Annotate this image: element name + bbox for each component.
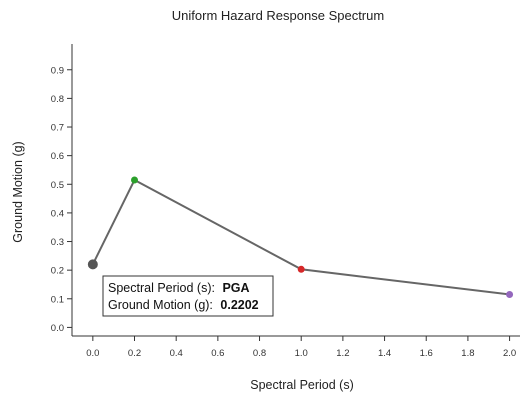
tooltip-box (102, 275, 274, 317)
y-tick-label: 0.0 (51, 323, 64, 334)
series-line (91, 178, 510, 296)
x-tick-label: 0.8 (253, 348, 266, 359)
x-tick-label: 1.0 (295, 348, 308, 359)
y-tick-label: 0.5 (51, 180, 64, 191)
x-tick-label: 1.8 (461, 348, 474, 359)
y-tick-label: 0.6 (51, 151, 64, 162)
y-tick-label: 0.8 (51, 94, 64, 105)
data-point[interactable] (131, 176, 139, 184)
y-tick-label: 0.9 (51, 65, 64, 76)
data-point[interactable] (87, 259, 98, 270)
data-point[interactable] (297, 265, 305, 273)
x-tick-label: 1.2 (336, 348, 349, 359)
chart-title: Uniform Hazard Response Spectrum (172, 8, 384, 23)
y-ticks: 0.0 0.1 0.2 0.3 0.4 0.5 0.6 0.7 0.8 0.9 (51, 65, 72, 334)
x-tick-label: 2.0 (503, 348, 516, 359)
y-axis-label: Ground Motion (g) (11, 141, 25, 242)
tooltip-period-line: Spectral Period (s): PGA (108, 281, 250, 295)
x-tick-label: 0.6 (211, 348, 224, 359)
y-tick-label: 0.4 (51, 208, 64, 219)
x-tick-label: 0.2 (128, 348, 141, 359)
x-tick-label: 0.0 (86, 348, 99, 359)
tooltip-period-label: Spectral Period (s): (108, 281, 215, 295)
x-axis-label: Spectral Period (s) (250, 378, 354, 392)
data-point[interactable] (506, 290, 514, 298)
x-tick-label: 1.6 (420, 348, 433, 359)
x-tick-label: 0.4 (170, 348, 183, 359)
x-tick-label: 1.4 (378, 348, 391, 359)
tooltip-period-value: PGA (222, 281, 249, 295)
tooltip-motion-line: Ground Motion (g): 0.2202 (108, 298, 259, 312)
data-points (87, 176, 514, 298)
y-tick-label: 0.7 (51, 123, 64, 134)
x-ticks: 0.0 0.2 0.4 0.6 0.8 1.0 1.2 1.4 1.6 1.8 2.0 (86, 336, 516, 359)
y-tick-label: 0.1 (51, 294, 64, 305)
tooltip-motion-label: Ground Motion (g): (108, 298, 213, 312)
tooltip-motion-value: 0.2202 (220, 298, 258, 312)
tooltip: Spectral Period (s): PGA Ground Motion (… (102, 275, 274, 317)
y-tick-label: 0.2 (51, 266, 64, 277)
y-tick-label: 0.3 (51, 237, 64, 248)
